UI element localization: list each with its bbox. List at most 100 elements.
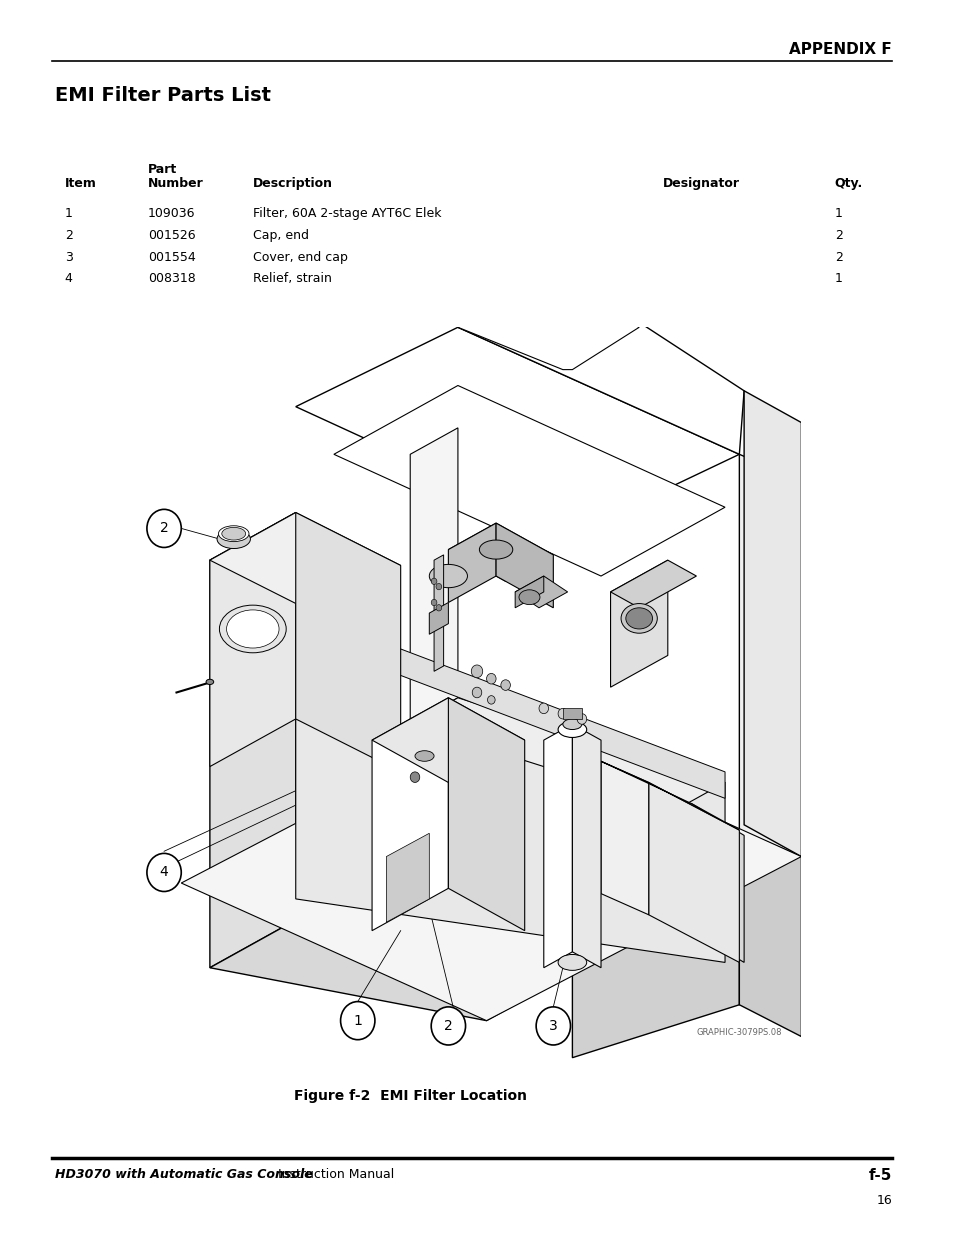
Text: 3: 3	[65, 251, 72, 264]
Text: Qty.: Qty.	[834, 177, 862, 190]
Text: Cover, end cap: Cover, end cap	[253, 251, 347, 264]
Circle shape	[147, 853, 181, 892]
Text: 2: 2	[65, 230, 72, 242]
Ellipse shape	[562, 719, 581, 730]
Ellipse shape	[429, 564, 467, 588]
Polygon shape	[648, 783, 739, 962]
Text: 2: 2	[834, 230, 841, 242]
Circle shape	[431, 578, 436, 584]
Text: 1: 1	[834, 273, 841, 285]
Text: 1: 1	[65, 207, 72, 221]
Circle shape	[431, 599, 436, 605]
Text: 001554: 001554	[148, 251, 195, 264]
Circle shape	[487, 695, 495, 704]
Text: 2: 2	[159, 521, 169, 536]
Polygon shape	[181, 719, 801, 1020]
Polygon shape	[429, 603, 448, 635]
Polygon shape	[210, 920, 572, 1020]
Text: 4: 4	[159, 866, 169, 879]
Polygon shape	[457, 285, 639, 369]
Polygon shape	[334, 385, 724, 576]
Text: 109036: 109036	[148, 207, 195, 221]
Text: 2: 2	[834, 251, 841, 264]
Text: EMI Filter Parts List: EMI Filter Parts List	[55, 86, 271, 105]
Polygon shape	[739, 454, 801, 857]
Circle shape	[147, 509, 181, 547]
Polygon shape	[515, 576, 543, 608]
Polygon shape	[600, 761, 739, 830]
Text: GRAPHIC-3079PS.08: GRAPHIC-3079PS.08	[696, 1028, 781, 1036]
Ellipse shape	[479, 540, 513, 559]
Circle shape	[577, 714, 586, 724]
Ellipse shape	[227, 610, 278, 648]
Polygon shape	[295, 327, 739, 534]
Text: 001526: 001526	[148, 230, 195, 242]
Text: 2: 2	[443, 1019, 453, 1032]
Text: 4: 4	[65, 273, 72, 285]
Text: Part: Part	[148, 163, 177, 177]
Ellipse shape	[206, 679, 213, 684]
Polygon shape	[295, 719, 724, 962]
Circle shape	[500, 679, 510, 690]
Polygon shape	[515, 576, 567, 608]
Ellipse shape	[217, 530, 250, 548]
Ellipse shape	[518, 590, 539, 605]
Text: Designator: Designator	[662, 177, 740, 190]
Ellipse shape	[415, 751, 434, 761]
Text: Item: Item	[65, 177, 96, 190]
Polygon shape	[295, 513, 400, 772]
Ellipse shape	[565, 710, 578, 718]
Polygon shape	[739, 830, 801, 1036]
Polygon shape	[610, 561, 696, 608]
Polygon shape	[372, 698, 448, 931]
Polygon shape	[743, 390, 801, 857]
Ellipse shape	[219, 605, 286, 653]
Ellipse shape	[625, 608, 652, 629]
Circle shape	[410, 772, 419, 783]
Circle shape	[486, 673, 496, 684]
Polygon shape	[496, 524, 553, 608]
Text: Number: Number	[148, 177, 203, 190]
Polygon shape	[410, 698, 724, 809]
Polygon shape	[210, 513, 295, 767]
Text: Instruction Manual: Instruction Manual	[274, 1168, 394, 1182]
Text: Filter, 60A 2-stage AYT6C Elek: Filter, 60A 2-stage AYT6C Elek	[253, 207, 441, 221]
Text: 16: 16	[875, 1194, 891, 1208]
Polygon shape	[448, 698, 524, 931]
Text: 1: 1	[353, 1014, 362, 1028]
Circle shape	[558, 709, 567, 719]
Polygon shape	[386, 834, 429, 923]
Polygon shape	[457, 285, 743, 454]
Ellipse shape	[218, 526, 249, 542]
Polygon shape	[410, 427, 457, 724]
Text: Cap, end: Cap, end	[253, 230, 309, 242]
Polygon shape	[543, 724, 572, 968]
Polygon shape	[448, 524, 496, 603]
Circle shape	[436, 583, 441, 590]
Circle shape	[536, 1007, 570, 1045]
Text: f-5: f-5	[867, 1168, 891, 1183]
Polygon shape	[334, 624, 724, 798]
Text: 1: 1	[834, 207, 841, 221]
Text: APPENDIX F: APPENDIX F	[788, 42, 891, 57]
Polygon shape	[572, 830, 739, 1057]
Circle shape	[472, 687, 481, 698]
Polygon shape	[610, 561, 667, 687]
Ellipse shape	[221, 527, 246, 540]
Polygon shape	[372, 698, 524, 783]
Polygon shape	[210, 513, 400, 613]
Text: Figure f-2  EMI Filter Location: Figure f-2 EMI Filter Location	[294, 1089, 526, 1103]
Circle shape	[431, 1007, 465, 1045]
Polygon shape	[562, 709, 581, 719]
Circle shape	[436, 605, 441, 611]
Text: Relief, strain: Relief, strain	[253, 273, 332, 285]
Polygon shape	[572, 724, 600, 968]
Text: 008318: 008318	[148, 273, 195, 285]
Polygon shape	[600, 761, 648, 915]
Polygon shape	[434, 555, 443, 672]
Circle shape	[471, 664, 482, 678]
Polygon shape	[448, 524, 553, 582]
Ellipse shape	[620, 604, 657, 634]
Text: 3: 3	[548, 1019, 558, 1032]
Ellipse shape	[558, 721, 586, 737]
